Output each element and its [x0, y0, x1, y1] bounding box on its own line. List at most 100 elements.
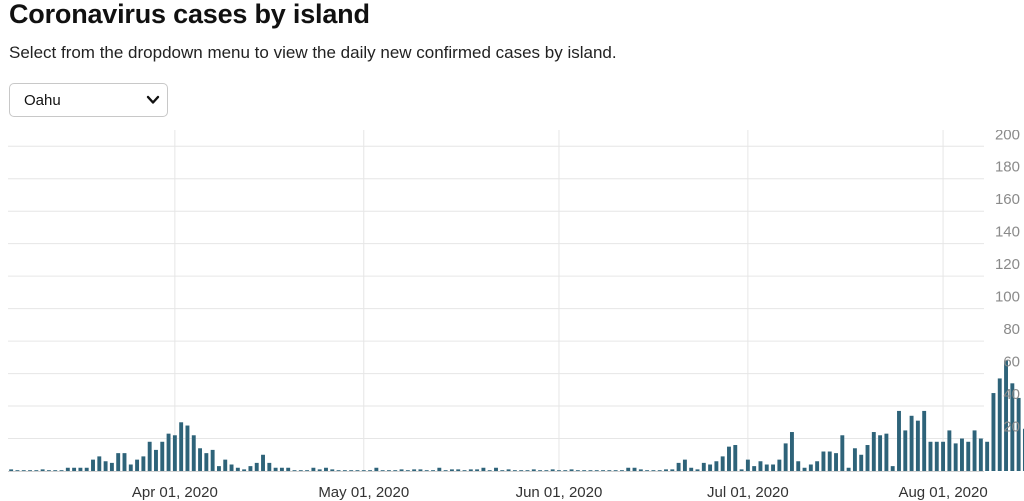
bar — [279, 467, 284, 471]
bar — [594, 470, 599, 471]
bar — [928, 441, 933, 471]
island-select[interactable]: Oahu — [9, 83, 168, 117]
x-tick-label: Jul 01, 2020 — [707, 484, 789, 501]
bar — [216, 466, 221, 471]
bar — [802, 467, 807, 471]
bar — [122, 453, 127, 471]
bar — [960, 438, 964, 471]
bar — [506, 469, 511, 471]
y-tick-label: 100 — [995, 289, 1020, 306]
bar — [267, 462, 272, 471]
bar — [619, 470, 624, 471]
bar — [871, 432, 876, 471]
bar — [512, 470, 517, 471]
bar — [65, 467, 70, 471]
bar — [210, 449, 215, 471]
bar — [229, 464, 234, 471]
bar — [160, 441, 165, 471]
bar — [783, 443, 788, 471]
bar — [708, 464, 713, 471]
page-subtitle: Select from the dropdown menu to view th… — [9, 43, 617, 62]
bar — [953, 443, 958, 471]
bar — [1010, 383, 1015, 471]
y-tick-label: 20 — [1003, 419, 1020, 436]
bar — [852, 448, 857, 471]
bar — [40, 469, 45, 471]
bar — [462, 470, 467, 471]
bar — [185, 425, 190, 471]
bar — [613, 470, 618, 471]
bar — [941, 441, 946, 471]
bar — [317, 469, 322, 471]
bar — [84, 467, 89, 471]
bar — [103, 461, 108, 471]
y-tick-label: 80 — [1003, 321, 1020, 338]
bar — [991, 393, 996, 471]
bar — [808, 464, 813, 471]
bar — [468, 469, 473, 471]
x-tick-label: Jun 01, 2020 — [516, 484, 603, 501]
daily-cases-chart: 20 40 60 80 100 120 140 160 180 200 Apr 01, 2020 M… — [8, 130, 1024, 501]
bar — [607, 470, 612, 471]
y-tick-label: 200 — [995, 130, 1020, 143]
bar — [198, 448, 203, 471]
bar — [909, 415, 914, 471]
bar — [695, 469, 700, 471]
bar — [632, 467, 637, 471]
y-tick-label: 160 — [995, 191, 1020, 208]
bar — [978, 438, 983, 471]
bar — [764, 464, 769, 471]
bar — [701, 462, 706, 471]
bar — [223, 459, 228, 471]
chevron-down-icon — [146, 95, 160, 104]
bar — [758, 461, 763, 471]
x-axis-ticks: Apr 01, 2020 May 01, 2020 Jun 01, 2020 Jul … — [132, 484, 988, 501]
bar — [424, 470, 429, 471]
bar — [645, 470, 650, 471]
bar — [431, 470, 435, 471]
bar — [97, 456, 102, 471]
bar — [298, 470, 303, 471]
bar — [154, 449, 158, 471]
bar — [248, 466, 253, 471]
bar — [374, 467, 379, 471]
grid-layer — [8, 130, 984, 472]
bar — [368, 470, 373, 471]
bar — [664, 469, 668, 471]
y-tick-label: 120 — [995, 256, 1020, 273]
bar — [947, 430, 952, 471]
bar — [305, 470, 310, 471]
bar — [525, 470, 530, 471]
bar — [393, 470, 398, 471]
bar — [286, 467, 291, 471]
bar — [349, 470, 354, 471]
bar — [903, 430, 908, 471]
x-tick-label: May 01, 2020 — [318, 484, 409, 501]
bar — [456, 469, 461, 471]
bar — [59, 470, 64, 471]
bar — [997, 378, 1002, 471]
bar — [752, 466, 757, 471]
bar — [342, 470, 347, 471]
bar — [91, 459, 95, 471]
bar — [254, 462, 259, 471]
bar — [53, 470, 58, 471]
bar — [771, 464, 776, 471]
bar — [821, 451, 826, 471]
bar — [109, 462, 114, 471]
bar — [777, 459, 782, 471]
bar — [324, 467, 328, 471]
bar — [475, 469, 480, 471]
bar — [355, 470, 360, 471]
bar — [638, 469, 643, 471]
bar — [796, 461, 801, 471]
bar — [135, 459, 140, 471]
bar — [789, 432, 794, 471]
bar — [418, 469, 423, 471]
bar — [670, 469, 675, 471]
bar — [727, 446, 731, 471]
bar — [651, 470, 656, 471]
bar — [1004, 360, 1008, 471]
bar — [985, 441, 990, 471]
bar — [449, 469, 454, 471]
